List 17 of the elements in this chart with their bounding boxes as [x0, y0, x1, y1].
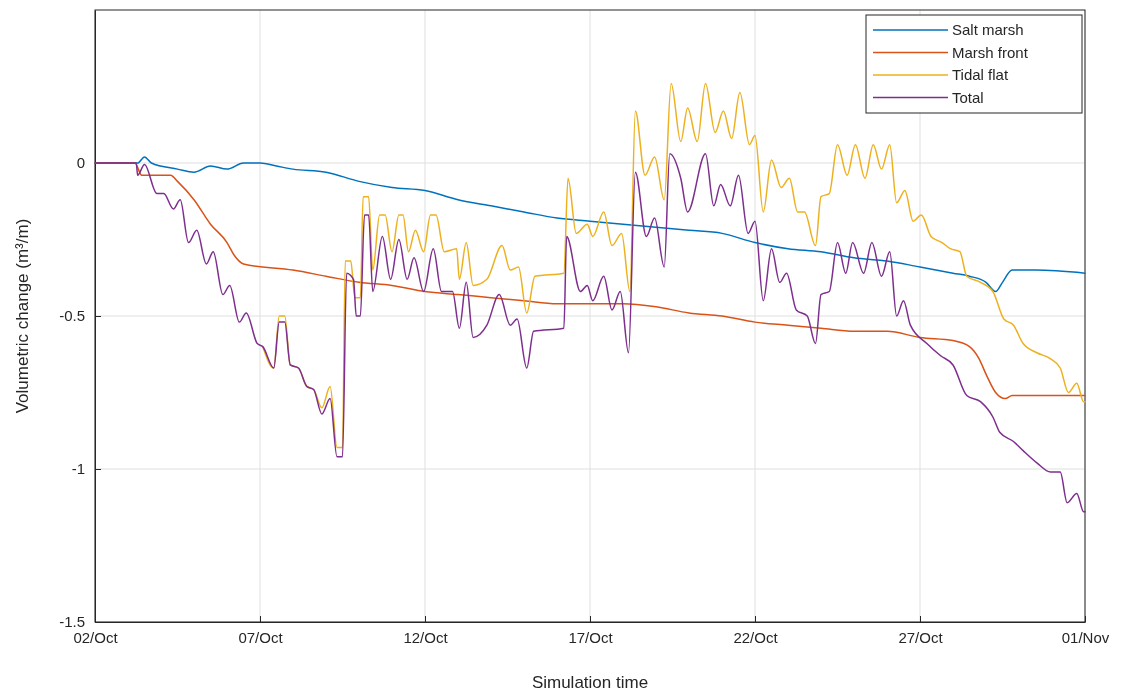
x-tick-label: 17/Oct: [568, 628, 614, 646]
y-axis-title: Volumetric change (m³/m): [13, 218, 32, 414]
y-tick-label: -1: [71, 460, 85, 478]
legend-label: Salt marsh: [952, 21, 1024, 38]
x-axis-title: Simulation time: [531, 673, 649, 692]
legend-label: Total: [952, 88, 984, 106]
legend-label: Tidal flat: [952, 66, 1009, 83]
y-tick-label: 0: [76, 154, 85, 172]
x-tick-label: 01/Nov: [1061, 628, 1110, 646]
x-tick-label: 07/Oct: [238, 628, 284, 646]
y-tick-label: -1.5: [59, 613, 85, 631]
x-tick-label: 02/Oct: [73, 628, 119, 646]
x-tick-label: 27/Oct: [898, 628, 944, 646]
x-tick-label: 22/Oct: [733, 628, 779, 646]
y-tick-label: -0.5: [59, 307, 85, 325]
legend-label: Marsh front: [952, 43, 1029, 61]
x-tick-label: 12/Oct: [403, 628, 449, 646]
